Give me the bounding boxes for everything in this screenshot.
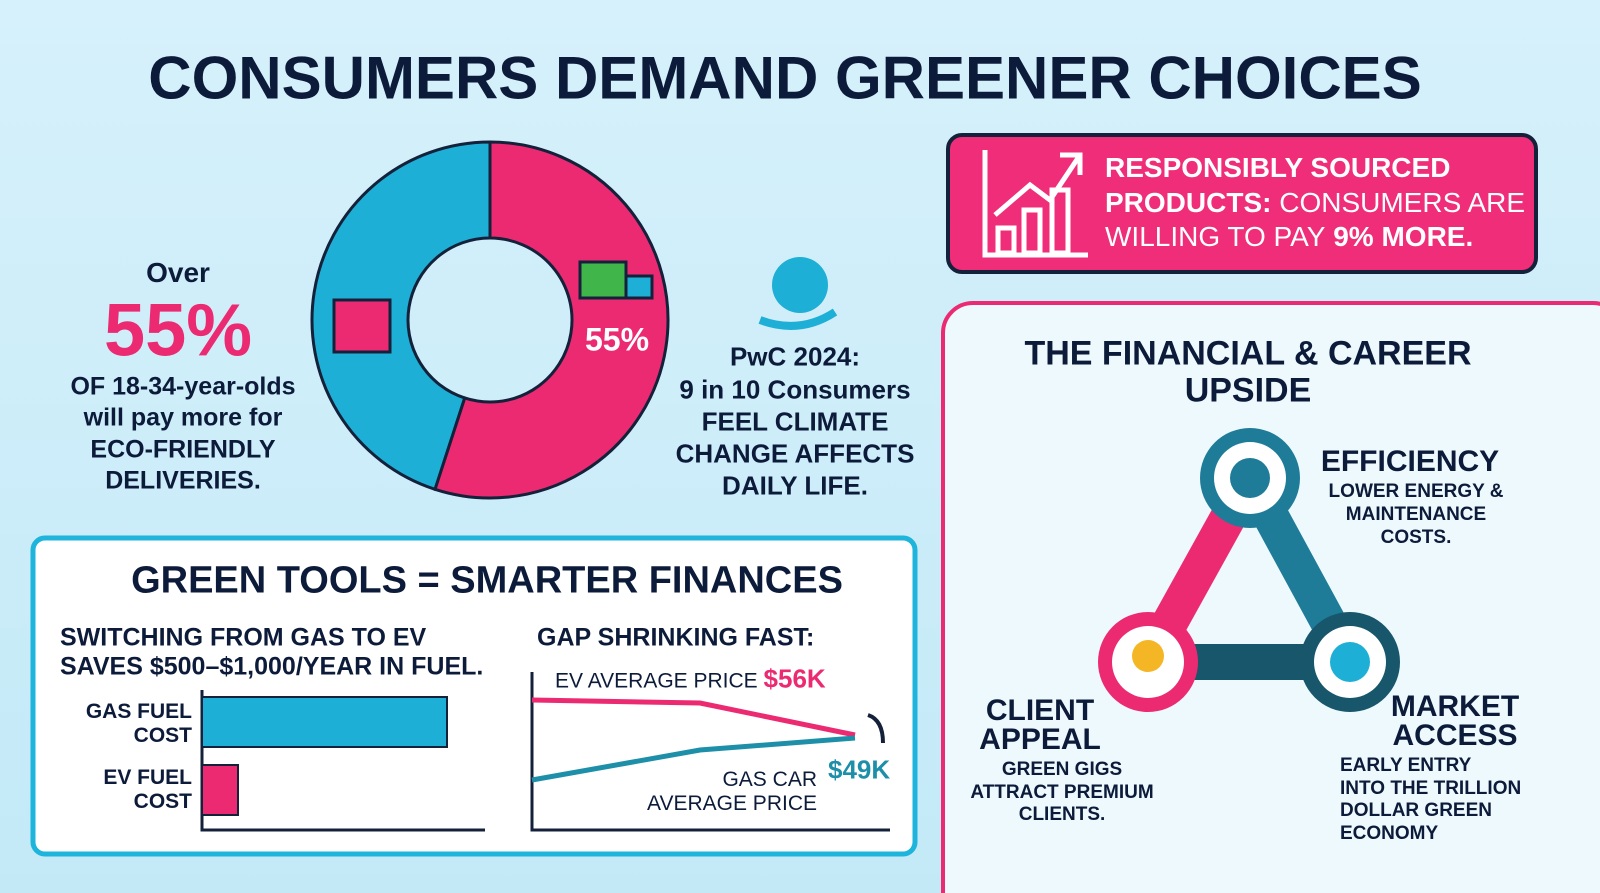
banner-text: WILLING TO PAY [1105,221,1326,252]
triangle-cycle [1098,428,1400,712]
item-title: EFFICIENCY [1320,445,1500,478]
banner-line: WILLING TO PAY 9% MORE. [1105,221,1473,253]
item-text: LOWER ENERGY & [1328,481,1504,502]
pwc-text: DAILY LIFE. [722,470,868,501]
stat-text: will pay more for [83,403,283,432]
upside-title: UPSIDE [1184,371,1312,410]
fuel-text: SWITCHING FROM GAS TO EV [60,623,427,652]
upside-panel [941,301,1600,893]
banner-text: CONSUMERS ARE [1279,187,1526,218]
bar-label: COST [133,724,192,747]
banner [946,133,1538,274]
ev-price: $56K [763,663,826,694]
upside-title: THE FINANCIAL & CAREER [1024,334,1472,373]
item-text: INTO THE TRILLION [1340,778,1522,799]
item-title: ACCESS [1392,719,1518,752]
truck-icon [578,260,628,300]
growth-icon [982,150,1088,258]
banner-text: PRODUCTS: [1105,187,1272,218]
donut-rest [310,140,492,492]
banner-line: PRODUCTS: CONSUMERS ARE [1105,187,1525,219]
stat-text: DELIVERIES. [105,466,261,495]
item-text: ATTRACT PREMIUM [970,782,1154,803]
ev-label: EV AVERAGE PRICE [555,669,758,693]
item-title: CLIENT [985,694,1095,727]
gap-title: GAP SHRINKING FAST: [537,623,815,652]
gas-label: GAS CAR [722,768,817,791]
pwc-text: 9 in 10 Consumers [679,374,911,405]
ev-fuel-bar [201,764,239,816]
green-tools-box [30,535,918,857]
stat-figure: 55% [103,288,253,372]
item-text: CLIENTS. [1018,804,1106,825]
gas-price: $49K [828,754,891,785]
globe-icon [772,257,828,313]
donut-label: 55% [584,321,650,358]
stat-lead: Over [146,257,210,288]
banner-text: 9% MORE. [1333,221,1474,252]
gas-label: AVERAGE PRICE [647,792,817,815]
ev-price-line-label: EV AVERAGE PRICE $56K [555,664,826,695]
pwc-text: PwC 2024: [729,341,861,372]
item-text: ECONOMY [1340,823,1439,844]
item-text: DOLLAR GREEN [1340,800,1492,821]
stat-text: OF 18-34-year-olds [70,372,296,401]
gas-fuel-bar [201,696,448,748]
down-arrow [867,713,885,744]
bar-label: COST [133,790,192,813]
bar-label: GAS FUEL [85,700,192,723]
bag-icon [332,298,392,354]
item-title: APPEAL [979,723,1101,756]
title: CONSUMERS DEMAND GREENER CHOICES [148,44,1422,112]
tools-title: GREEN TOOLS = SMARTER FINANCES [131,559,843,602]
item-text: GREEN GIGS [1001,759,1123,780]
hand-icon [758,308,838,330]
price-axes [530,672,890,832]
banner-text: RESPONSIBLY SOURCED [1105,152,1451,183]
pwc-text: FEEL CLIMATE [701,406,889,437]
fuel-text: SAVES $500–$1,000/YEAR IN FUEL. [60,652,484,681]
stat-text: ECO-FRIENDLY [90,435,276,464]
item-text: MAINTENANCE [1345,504,1487,525]
truck-cab [624,274,654,300]
pwc-text: CHANGE AFFECTS [675,438,915,469]
gas-price-line [531,735,856,783]
donut-share [433,140,670,500]
bar-label: EV FUEL [103,766,192,789]
ev-price-line [531,697,856,738]
item-text: EARLY ENTRY [1340,755,1472,776]
item-text: COSTS. [1380,527,1452,548]
item-title: MARKET [1390,690,1520,723]
